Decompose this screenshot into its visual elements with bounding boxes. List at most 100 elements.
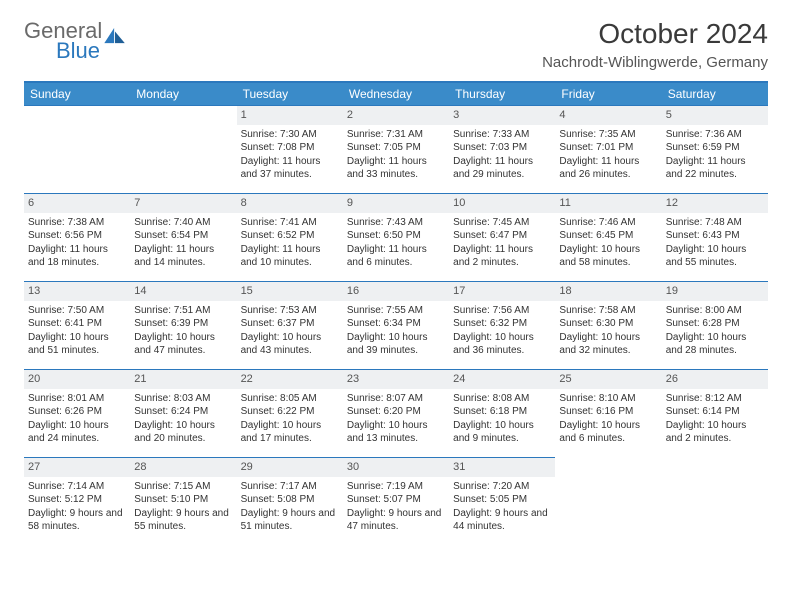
daylight-line: Daylight: 10 hours and 36 minutes. bbox=[453, 331, 551, 358]
weekday-header: Tuesday bbox=[237, 83, 343, 105]
daylight-line: Daylight: 10 hours and 43 minutes. bbox=[241, 331, 339, 358]
calendar-cell: 6Sunrise: 7:38 AMSunset: 6:56 PMDaylight… bbox=[24, 193, 130, 281]
daylight-line: Daylight: 10 hours and 39 minutes. bbox=[347, 331, 445, 358]
sunrise-line: Sunrise: 7:40 AM bbox=[134, 216, 232, 230]
daylight-line: Daylight: 11 hours and 6 minutes. bbox=[347, 243, 445, 270]
sunrise-line: Sunrise: 7:43 AM bbox=[347, 216, 445, 230]
calendar-cell: 27Sunrise: 7:14 AMSunset: 5:12 PMDayligh… bbox=[24, 457, 130, 545]
calendar-cell: 18Sunrise: 7:58 AMSunset: 6:30 PMDayligh… bbox=[555, 281, 661, 369]
sunrise-line: Sunrise: 7:38 AM bbox=[28, 216, 126, 230]
calendar-cell-empty bbox=[24, 105, 130, 193]
calendar-cell: 13Sunrise: 7:50 AMSunset: 6:41 PMDayligh… bbox=[24, 281, 130, 369]
sunrise-line: Sunrise: 7:58 AM bbox=[559, 304, 657, 318]
sunset-line: Sunset: 6:54 PM bbox=[134, 229, 232, 243]
daylight-line: Daylight: 11 hours and 2 minutes. bbox=[453, 243, 551, 270]
sunset-line: Sunset: 7:01 PM bbox=[559, 141, 657, 155]
sunrise-line: Sunrise: 7:20 AM bbox=[453, 480, 551, 494]
daylight-line: Daylight: 11 hours and 18 minutes. bbox=[28, 243, 126, 270]
day-number: 26 bbox=[662, 370, 768, 389]
calendar-cell: 29Sunrise: 7:17 AMSunset: 5:08 PMDayligh… bbox=[237, 457, 343, 545]
sunset-line: Sunset: 7:05 PM bbox=[347, 141, 445, 155]
calendar-cell: 3Sunrise: 7:33 AMSunset: 7:03 PMDaylight… bbox=[449, 105, 555, 193]
daylight-line: Daylight: 10 hours and 28 minutes. bbox=[666, 331, 764, 358]
sunrise-line: Sunrise: 8:00 AM bbox=[666, 304, 764, 318]
sunrise-line: Sunrise: 7:17 AM bbox=[241, 480, 339, 494]
sunset-line: Sunset: 6:32 PM bbox=[453, 317, 551, 331]
daylight-line: Daylight: 9 hours and 58 minutes. bbox=[28, 507, 126, 534]
sunrise-line: Sunrise: 7:36 AM bbox=[666, 128, 764, 142]
daylight-line: Daylight: 11 hours and 10 minutes. bbox=[241, 243, 339, 270]
daylight-line: Daylight: 10 hours and 32 minutes. bbox=[559, 331, 657, 358]
day-number: 23 bbox=[343, 370, 449, 389]
day-number: 11 bbox=[555, 194, 661, 213]
day-number: 14 bbox=[130, 282, 236, 301]
sunrise-line: Sunrise: 8:08 AM bbox=[453, 392, 551, 406]
calendar-grid: SundayMondayTuesdayWednesdayThursdayFrid… bbox=[24, 81, 768, 545]
day-number: 24 bbox=[449, 370, 555, 389]
sunset-line: Sunset: 6:24 PM bbox=[134, 405, 232, 419]
calendar-cell: 8Sunrise: 7:41 AMSunset: 6:52 PMDaylight… bbox=[237, 193, 343, 281]
sunset-line: Sunset: 6:18 PM bbox=[453, 405, 551, 419]
calendar-cell: 14 Sunrise: 7:51 AMSunset: 6:39 PMDayligh… bbox=[130, 281, 236, 369]
sunset-line: Sunset: 6:43 PM bbox=[666, 229, 764, 243]
calendar-cell: 12Sunrise: 7:48 AMSunset: 6:43 PMDayligh… bbox=[662, 193, 768, 281]
day-number: 27 bbox=[24, 458, 130, 477]
weekday-header: Saturday bbox=[662, 83, 768, 105]
sunset-line: Sunset: 6:50 PM bbox=[347, 229, 445, 243]
calendar-cell: 10Sunrise: 7:45 AMSunset: 6:47 PMDayligh… bbox=[449, 193, 555, 281]
day-number: 6 bbox=[24, 194, 130, 213]
sunset-line: Sunset: 6:22 PM bbox=[241, 405, 339, 419]
day-number: 13 bbox=[24, 282, 130, 301]
sunset-line: Sunset: 7:08 PM bbox=[241, 141, 339, 155]
sunset-line: Sunset: 6:34 PM bbox=[347, 317, 445, 331]
day-number: 21 bbox=[130, 370, 236, 389]
calendar-cell: 20Sunrise: 8:01 AMSunset: 6:26 PMDayligh… bbox=[24, 369, 130, 457]
daylight-line: Daylight: 10 hours and 51 minutes. bbox=[28, 331, 126, 358]
location-label: Nachrodt-Wiblingwerde, Germany bbox=[542, 54, 768, 71]
day-number: 18 bbox=[555, 282, 661, 301]
sunrise-line: Sunrise: 7:55 AM bbox=[347, 304, 445, 318]
daylight-line: Daylight: 10 hours and 47 minutes. bbox=[134, 331, 232, 358]
day-number: 7 bbox=[130, 194, 236, 213]
sunset-line: Sunset: 6:41 PM bbox=[28, 317, 126, 331]
calendar-cell: 7 Sunrise: 7:40 AMSunset: 6:54 PMDaylight… bbox=[130, 193, 236, 281]
day-number: 28 bbox=[130, 458, 236, 477]
sunset-line: Sunset: 6:39 PM bbox=[134, 317, 232, 331]
day-number: 29 bbox=[237, 458, 343, 477]
daylight-line: Daylight: 11 hours and 14 minutes. bbox=[134, 243, 232, 270]
sunrise-line: Sunrise: 7:48 AM bbox=[666, 216, 764, 230]
sunset-line: Sunset: 7:03 PM bbox=[453, 141, 551, 155]
day-number: 15 bbox=[237, 282, 343, 301]
calendar-cell: 16Sunrise: 7:55 AMSunset: 6:34 PMDayligh… bbox=[343, 281, 449, 369]
sunset-line: Sunset: 5:05 PM bbox=[453, 493, 551, 507]
day-number: 4 bbox=[555, 106, 661, 125]
calendar-cell: 19Sunrise: 8:00 AMSunset: 6:28 PMDayligh… bbox=[662, 281, 768, 369]
daylight-line: Daylight: 10 hours and 13 minutes. bbox=[347, 419, 445, 446]
sunset-line: Sunset: 6:28 PM bbox=[666, 317, 764, 331]
daylight-line: Daylight: 9 hours and 47 minutes. bbox=[347, 507, 445, 534]
day-number: 5 bbox=[662, 106, 768, 125]
sunset-line: Sunset: 6:37 PM bbox=[241, 317, 339, 331]
sunset-line: Sunset: 5:10 PM bbox=[134, 493, 232, 507]
sunrise-line: Sunrise: 8:07 AM bbox=[347, 392, 445, 406]
day-number: 20 bbox=[24, 370, 130, 389]
calendar-cell: 25Sunrise: 8:10 AMSunset: 6:16 PMDayligh… bbox=[555, 369, 661, 457]
calendar-cell: 21Sunrise: 8:03 AMSunset: 6:24 PMDayligh… bbox=[130, 369, 236, 457]
calendar-cell: 5Sunrise: 7:36 AMSunset: 6:59 PMDaylight… bbox=[662, 105, 768, 193]
sunrise-line: Sunrise: 7:19 AM bbox=[347, 480, 445, 494]
day-number: 30 bbox=[343, 458, 449, 477]
month-title: October 2024 bbox=[542, 18, 768, 50]
sunrise-line: Sunrise: 7:33 AM bbox=[453, 128, 551, 142]
calendar-cell-empty bbox=[130, 105, 236, 193]
day-number: 9 bbox=[343, 194, 449, 213]
weekday-header: Friday bbox=[555, 83, 661, 105]
sunset-line: Sunset: 6:52 PM bbox=[241, 229, 339, 243]
sunrise-line: Sunrise: 7:51 AM bbox=[134, 304, 232, 318]
daylight-line: Daylight: 10 hours and 24 minutes. bbox=[28, 419, 126, 446]
daylight-line: Daylight: 10 hours and 17 minutes. bbox=[241, 419, 339, 446]
title-block: October 2024 Nachrodt-Wiblingwerde, Germ… bbox=[542, 18, 768, 71]
calendar-cell: 24Sunrise: 8:08 AMSunset: 6:18 PMDayligh… bbox=[449, 369, 555, 457]
sunrise-line: Sunrise: 7:30 AM bbox=[241, 128, 339, 142]
weekday-header: Sunday bbox=[24, 83, 130, 105]
sunrise-line: Sunrise: 7:45 AM bbox=[453, 216, 551, 230]
